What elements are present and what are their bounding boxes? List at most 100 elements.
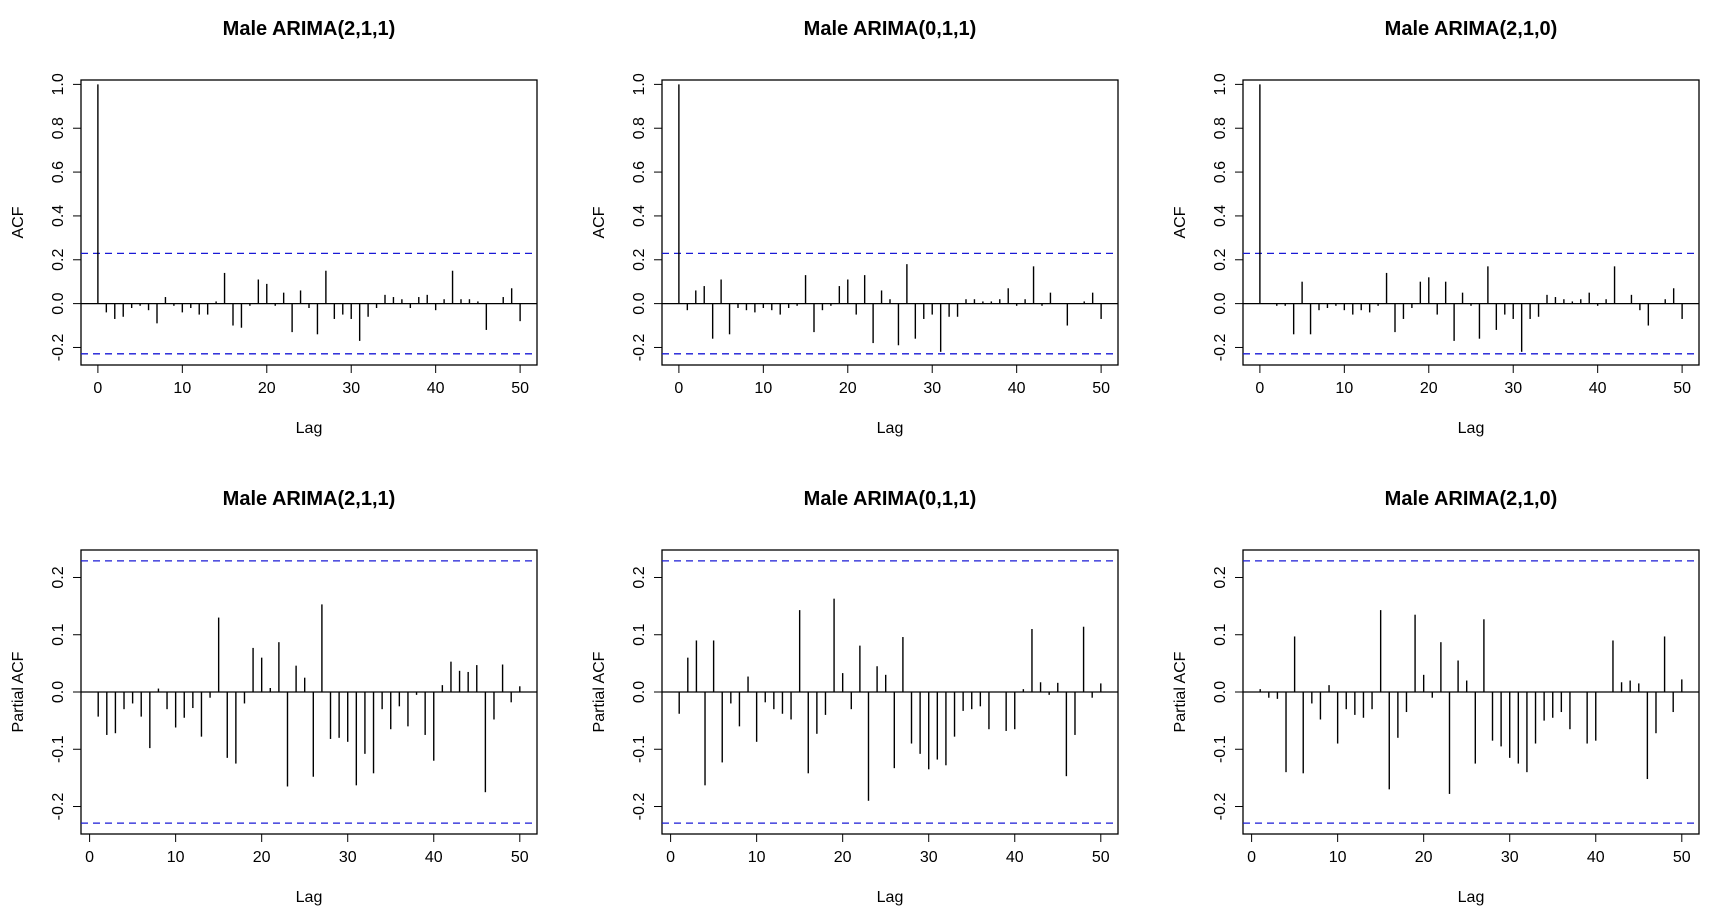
x-tick-label: 50 [511, 849, 529, 866]
x-tick-label: 50 [1092, 380, 1110, 397]
x-tick-label: 30 [920, 849, 938, 866]
x-tick-label: 20 [253, 849, 271, 866]
y-tick-label: 1.0 [50, 73, 67, 95]
y-tick-label: -0.1 [50, 735, 67, 763]
x-tick-label: 50 [1673, 849, 1691, 866]
y-tick-label: 0.6 [1212, 161, 1229, 183]
y-tick-label: 0.0 [631, 292, 648, 314]
chart-title: Male ARIMA(2,1,1) [223, 18, 396, 40]
x-tick-label: 20 [839, 380, 857, 397]
y-tick-label: 0.0 [1212, 292, 1229, 314]
chart-title: Male ARIMA(2,1,0) [1385, 18, 1558, 40]
x-tick-label: 0 [666, 849, 675, 866]
y-tick-label: 0.1 [1212, 624, 1229, 646]
x-tick-label: 20 [1420, 380, 1438, 397]
acf-panel: Male ARIMA(0,1,1) 0 10 20 30 40 50 -0.2 -0.1 0.0 0… [591, 488, 1119, 906]
x-axis-label: Lag [1458, 889, 1485, 906]
x-tick-label: 10 [167, 849, 185, 866]
acf-panel: Male ARIMA(2,1,0) 0 10 20 30 40 50 -0.2 0.0 0.2 0.… [1172, 18, 1700, 437]
y-tick-label: 0.2 [631, 249, 648, 271]
x-tick-label: 20 [834, 849, 852, 866]
x-tick-label: 30 [1501, 849, 1519, 866]
x-tick-label: 40 [425, 849, 443, 866]
x-tick-label: 30 [1504, 380, 1522, 397]
y-tick-label: 0.0 [50, 681, 67, 703]
x-tick-label: 0 [1255, 380, 1264, 397]
x-axis-label: Lag [296, 889, 323, 906]
y-tick-label: 0.8 [50, 117, 67, 139]
y-tick-label: 0.6 [631, 161, 648, 183]
y-tick-label: 0.2 [631, 566, 648, 588]
y-tick-label: -0.2 [631, 334, 648, 362]
x-tick-label: 20 [1415, 849, 1433, 866]
y-tick-label: -0.1 [631, 735, 648, 763]
x-axis-label: Lag [1458, 420, 1485, 437]
x-axis-label: Lag [877, 420, 904, 437]
chart-title: Male ARIMA(0,1,1) [804, 488, 977, 510]
plot-frame [1242, 79, 1700, 366]
x-tick-label: 10 [748, 849, 766, 866]
y-tick-label: 0.4 [631, 205, 648, 227]
y-tick-label: 0.2 [1212, 249, 1229, 271]
y-axis-label: Partial ACF [591, 651, 608, 732]
y-tick-label: 0.8 [1212, 117, 1229, 139]
chart-title: Male ARIMA(2,1,1) [223, 488, 396, 510]
acf-panel: Male ARIMA(0,1,1) 0 10 20 30 40 50 -0.2 0.0 0.2 0.… [591, 18, 1119, 437]
x-tick-label: 10 [173, 380, 191, 397]
x-tick-label: 0 [85, 849, 94, 866]
y-tick-label: -0.2 [50, 793, 67, 821]
x-tick-label: 40 [1008, 380, 1026, 397]
y-axis-label: ACF [10, 206, 27, 238]
y-tick-label: 0.8 [631, 117, 648, 139]
y-tick-label: 0.1 [631, 624, 648, 646]
x-tick-label: 30 [923, 380, 941, 397]
x-tick-label: 50 [511, 380, 529, 397]
x-tick-label: 0 [1247, 849, 1256, 866]
x-tick-label: 40 [1589, 380, 1607, 397]
x-tick-label: 30 [342, 380, 360, 397]
chart-title: Male ARIMA(0,1,1) [804, 18, 977, 40]
x-tick-label: 50 [1673, 380, 1691, 397]
y-axis-label: ACF [1172, 206, 1189, 238]
x-tick-label: 40 [1006, 849, 1024, 866]
x-tick-label: 50 [1092, 849, 1110, 866]
y-axis-label: ACF [591, 206, 608, 238]
y-tick-label: 0.2 [1212, 566, 1229, 588]
plot-frame [661, 79, 1119, 366]
y-tick-label: 1.0 [631, 73, 648, 95]
y-tick-label: 0.1 [50, 624, 67, 646]
y-tick-label: -0.2 [631, 793, 648, 821]
x-tick-label: 0 [93, 380, 102, 397]
x-tick-label: 0 [674, 380, 683, 397]
x-tick-label: 10 [1335, 380, 1353, 397]
x-tick-label: 10 [1329, 849, 1347, 866]
x-tick-label: 40 [1587, 849, 1605, 866]
y-tick-label: 0.0 [631, 681, 648, 703]
y-tick-label: 0.6 [50, 161, 67, 183]
y-tick-label: 1.0 [1212, 73, 1229, 95]
y-axis-label: Partial ACF [10, 651, 27, 732]
y-tick-label: 0.4 [50, 205, 67, 227]
acf-panel: Male ARIMA(2,1,1) 0 10 20 30 40 50 -0.2 -0.1 0.0 0… [10, 488, 538, 906]
acf-panel: Male ARIMA(2,1,1) 0 10 20 30 40 50 -0.2 0.0 0.2 0.… [10, 18, 538, 437]
x-tick-label: 20 [258, 380, 276, 397]
y-tick-label: 0.4 [1212, 205, 1229, 227]
y-tick-label: 0.2 [50, 566, 67, 588]
y-tick-label: 0.0 [50, 292, 67, 314]
x-tick-label: 40 [427, 380, 445, 397]
y-tick-label: 0.0 [1212, 681, 1229, 703]
x-tick-label: 30 [339, 849, 357, 866]
y-tick-label: 0.2 [50, 249, 67, 271]
y-tick-label: -0.2 [1212, 334, 1229, 362]
x-axis-label: Lag [877, 889, 904, 906]
chart-title: Male ARIMA(2,1,0) [1385, 488, 1558, 510]
y-axis-label: Partial ACF [1172, 651, 1189, 732]
x-axis-label: Lag [296, 420, 323, 437]
y-tick-label: -0.2 [1212, 793, 1229, 821]
plot-frame [80, 79, 538, 366]
y-tick-label: -0.2 [50, 334, 67, 362]
acf-panel: Male ARIMA(2,1,0) 0 10 20 30 40 50 -0.2 -0.1 0.0 0… [1172, 488, 1700, 906]
x-tick-label: 10 [754, 380, 772, 397]
y-tick-label: -0.1 [1212, 735, 1229, 763]
